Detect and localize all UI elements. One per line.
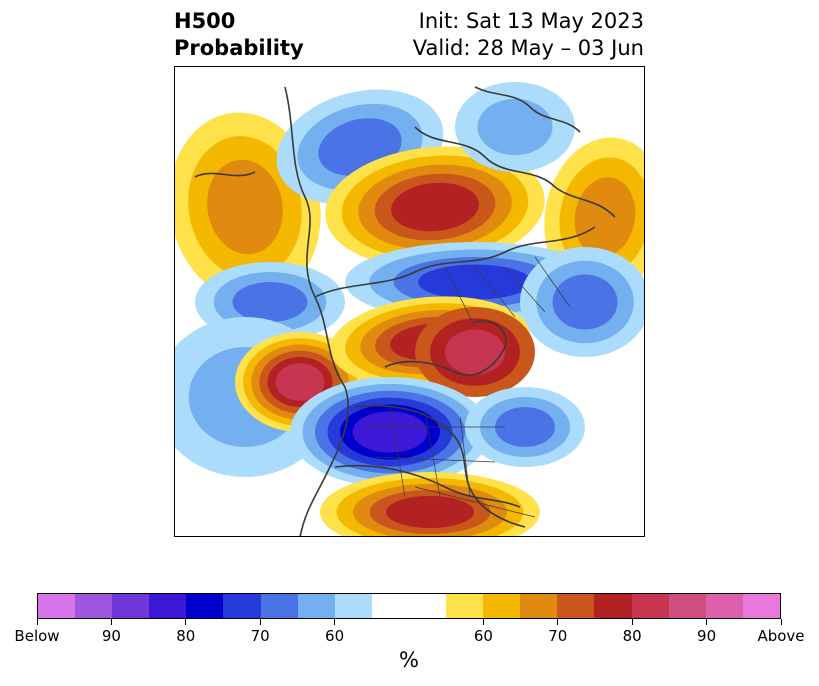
above-normal-contour <box>574 177 636 257</box>
coastline <box>314 226 596 298</box>
colorbar-tick-label: 80 <box>176 627 196 645</box>
colorbar-tick-label: 90 <box>101 627 121 645</box>
colorbar-unit-label: % <box>399 648 419 672</box>
coastline <box>474 86 581 133</box>
political-border <box>459 416 471 498</box>
above-normal-contour <box>386 496 474 528</box>
colorbar-tick-label: 60 <box>473 627 493 645</box>
probability-map <box>174 66 645 537</box>
colorbar-tick-label: 60 <box>325 627 345 645</box>
colorbar-below-segment <box>38 594 76 618</box>
colorbar-tick <box>36 619 38 625</box>
coastline <box>334 464 521 508</box>
colorbar-tick <box>185 619 187 625</box>
political-border <box>389 406 406 498</box>
colorbar-above-segment <box>446 594 484 618</box>
political-border <box>444 266 476 328</box>
colorbar-below-segment <box>334 594 372 618</box>
init-date: Init: Sat 13 May 2023 <box>418 9 644 33</box>
title-line-2: Probability <box>174 36 304 60</box>
colorbar-tick-label: 90 <box>697 627 717 645</box>
above-normal-contour <box>445 329 505 375</box>
political-border <box>414 486 536 518</box>
colorbar-below-segment <box>149 594 187 618</box>
coastline <box>354 404 526 528</box>
colorbar-tick <box>110 619 112 625</box>
colorbar-tick <box>557 619 559 625</box>
coastline <box>284 86 346 388</box>
colorbar-tick <box>482 619 484 625</box>
colorbar-below-segment <box>75 594 113 618</box>
political-border <box>474 266 516 318</box>
chart-title: H500 Probability <box>174 8 304 62</box>
colorbar-above-segment <box>483 594 521 618</box>
colorbar-below-segment <box>112 594 150 618</box>
coastline <box>194 171 256 178</box>
colorbar-tick <box>706 619 708 625</box>
title-line-1: H500 <box>174 9 236 33</box>
colorbar-tick <box>780 619 782 625</box>
coastline <box>384 320 507 376</box>
colorbar-above-segment <box>594 594 632 618</box>
valid-range: Valid: 28 May – 03 Jun <box>412 36 644 60</box>
colorbar <box>37 593 781 619</box>
colorbar-tick-label: Below <box>14 627 60 645</box>
colorbar-below-segment <box>223 594 261 618</box>
below-normal-contour <box>552 274 618 330</box>
colorbar-tick-label: 70 <box>250 627 270 645</box>
colorbar-above-segment <box>705 594 743 618</box>
colorbar-tick <box>259 619 261 625</box>
political-border <box>424 411 441 498</box>
colorbar-above-segment <box>520 594 558 618</box>
colorbar-above-segment <box>631 594 669 618</box>
below-normal-contour <box>418 264 532 300</box>
coastline <box>299 386 349 536</box>
colorbar-below-segment <box>186 594 224 618</box>
colorbar-tick-label: 80 <box>622 627 642 645</box>
below-normal-contour <box>232 282 308 322</box>
political-border <box>504 266 546 313</box>
map-canvas <box>175 82 644 536</box>
below-normal-contour <box>495 407 555 447</box>
above-normal-contour <box>391 182 479 232</box>
colorbar-below-segment <box>260 594 298 618</box>
above-normal-contour <box>207 159 283 255</box>
forecast-dates: Init: Sat 13 May 2023 Valid: 28 May – 03… <box>413 8 644 62</box>
colorbar-tick <box>334 619 336 625</box>
below-normal-contour <box>477 98 553 156</box>
colorbar-tick-label: 70 <box>548 627 568 645</box>
colorbar-above-segment <box>557 594 595 618</box>
political-border <box>374 456 496 463</box>
below-normal-contour <box>352 411 428 453</box>
coastline <box>414 126 616 218</box>
political-border <box>534 256 571 308</box>
colorbar-tick <box>631 619 633 625</box>
colorbar-tick-label: Above <box>757 627 805 645</box>
colorbar-above-segment <box>668 594 706 618</box>
colorbar-below-segment <box>297 594 335 618</box>
colorbar-above-segment <box>742 594 780 618</box>
above-normal-contour <box>275 363 325 401</box>
colorbar-neutral-segment <box>371 594 447 618</box>
